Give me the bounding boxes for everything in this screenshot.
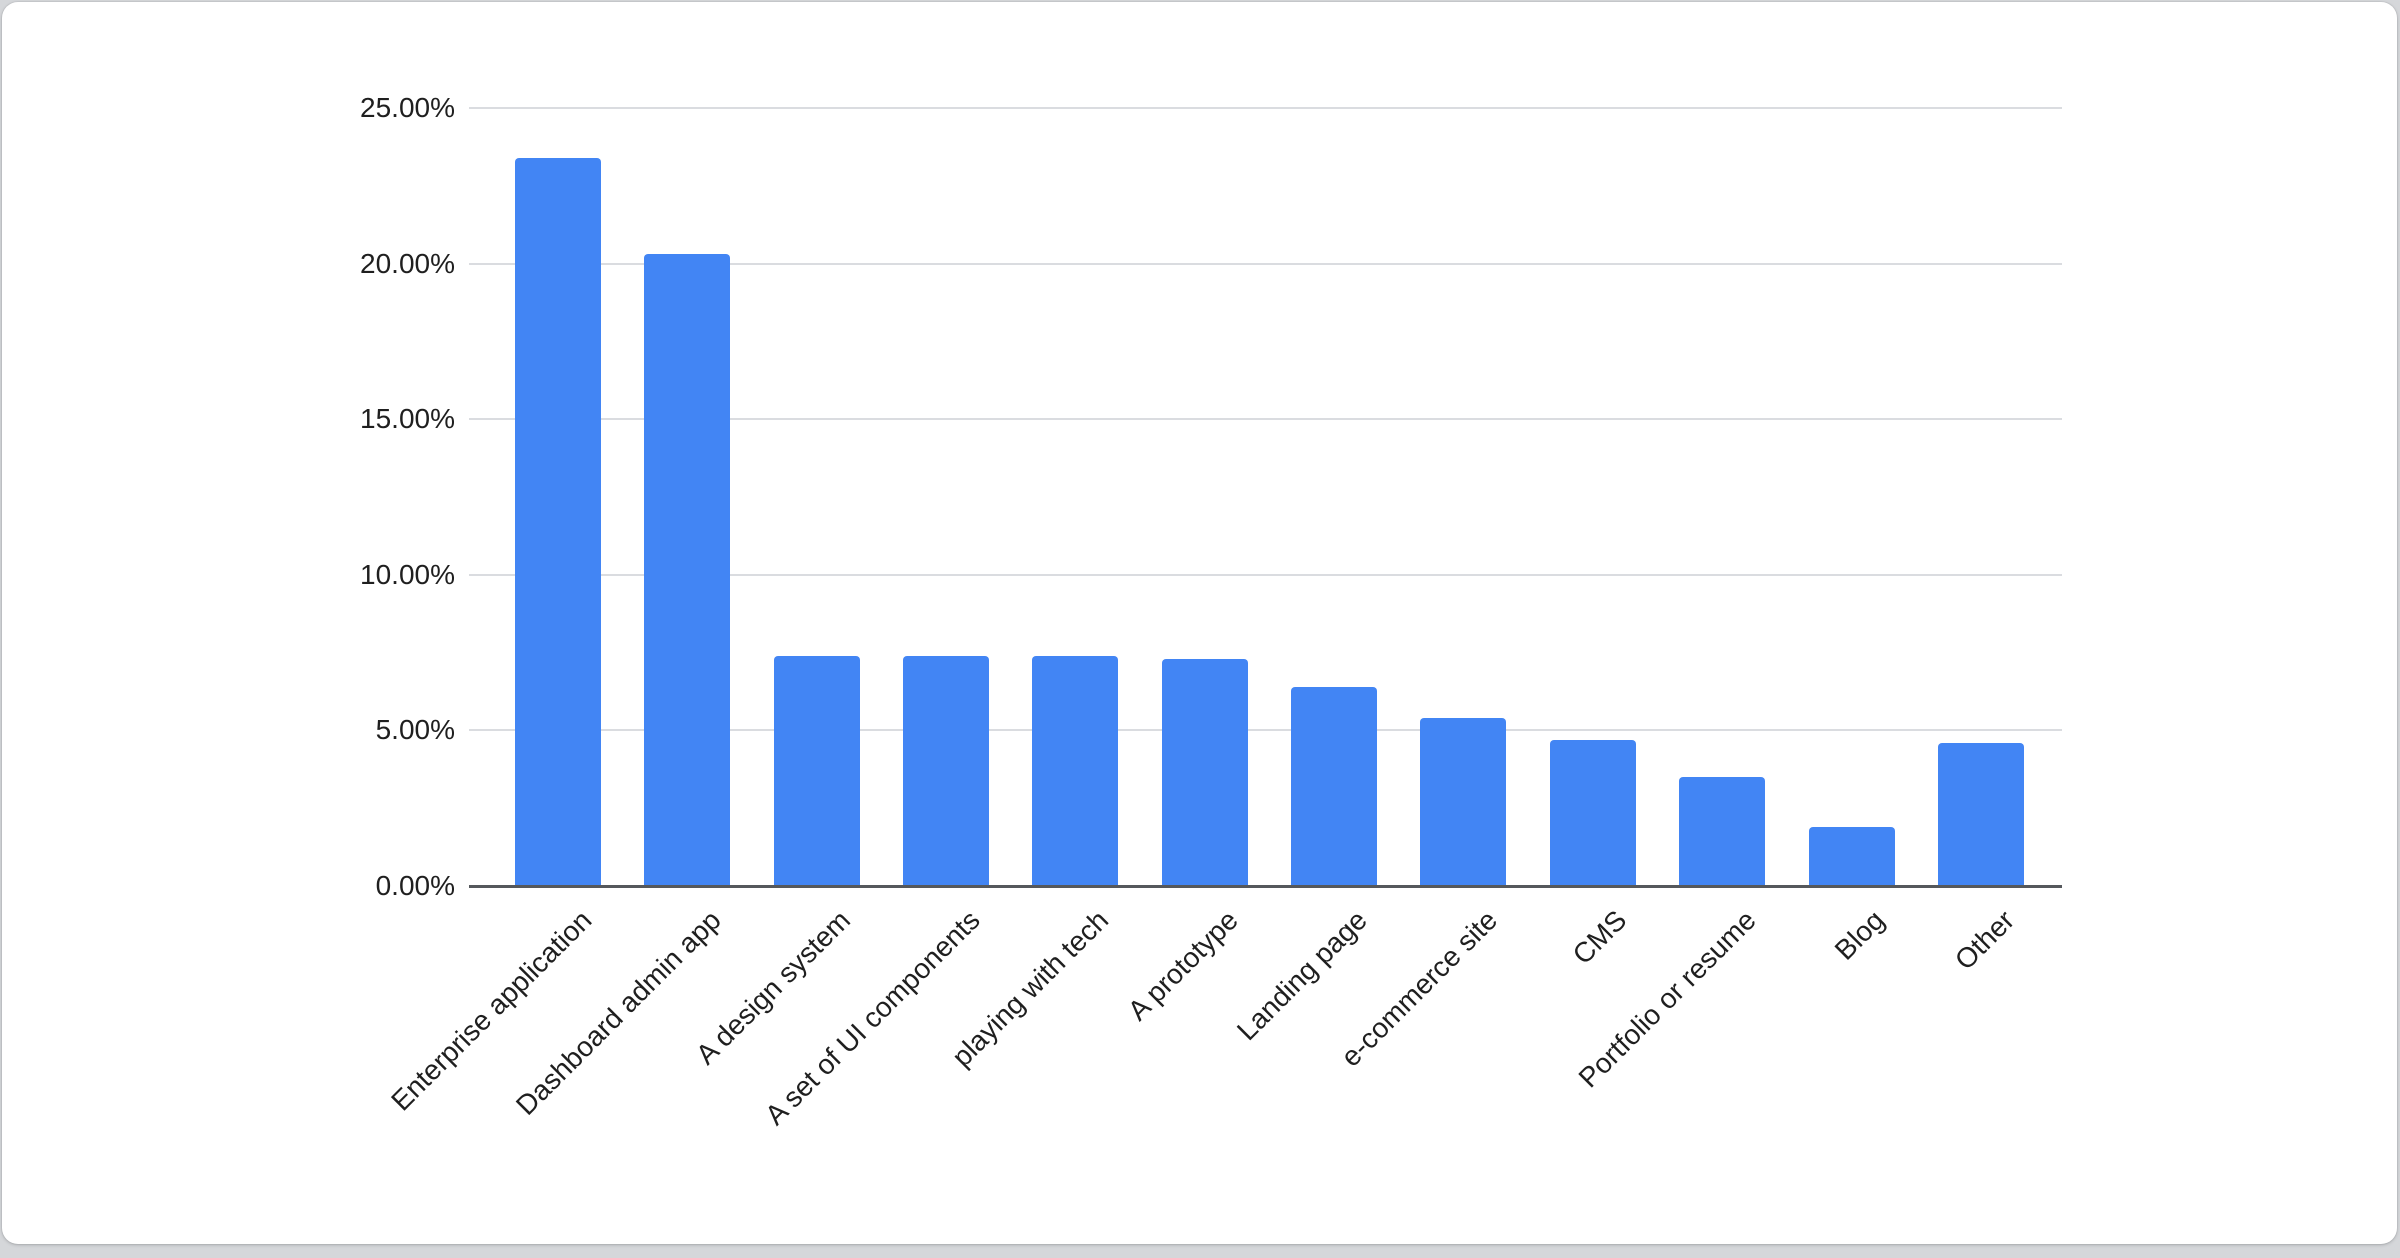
bar-cms[interactable] <box>1550 740 1636 886</box>
gridline-20.00% <box>469 262 2062 265</box>
x-axis-label-landing-page: Landing page <box>1231 904 1374 1047</box>
bar-other[interactable] <box>1938 743 2024 886</box>
bar-dashboard-admin-app[interactable] <box>644 254 730 886</box>
bar-landing-page[interactable] <box>1291 687 1377 886</box>
gridline-15.00% <box>469 418 2062 421</box>
x-axis-label-cms: CMS <box>1566 904 1633 971</box>
x-axis-baseline <box>469 885 2062 888</box>
gridline-10.00% <box>469 573 2062 576</box>
y-axis-label-5.00%: 5.00% <box>375 714 455 746</box>
bar-a-set-of-ui-components[interactable] <box>903 656 989 886</box>
bar-blog[interactable] <box>1809 827 1895 886</box>
y-axis-label-25.00%: 25.00% <box>360 92 455 123</box>
x-axis-label-a-prototype: A prototype <box>1121 904 1244 1027</box>
y-axis-label-0.00%: 0.00% <box>375 870 455 901</box>
bar-enterprise-application[interactable] <box>515 158 601 886</box>
y-axis-label-15.00%: 15.00% <box>360 403 455 435</box>
gridline-5.00% <box>469 729 2062 732</box>
bar-portfolio-or-resume[interactable] <box>1679 777 1765 886</box>
gridline-25.00% <box>469 107 2062 109</box>
bar-a-design-system[interactable] <box>774 656 860 886</box>
y-axis-label-10.00%: 10.00% <box>360 558 455 590</box>
y-axis-label-20.00%: 20.00% <box>360 247 455 279</box>
bar-a-prototype[interactable] <box>1162 659 1248 886</box>
bar-e-commerce-site[interactable] <box>1420 718 1506 886</box>
x-axis-label-other: Other <box>1948 904 2021 976</box>
x-axis-label-blog: Blog <box>1829 904 1891 966</box>
bar-playing-with-tech[interactable] <box>1032 656 1118 886</box>
x-axis-label-a-set-of-ui-components: A set of UI components <box>758 904 986 1131</box>
